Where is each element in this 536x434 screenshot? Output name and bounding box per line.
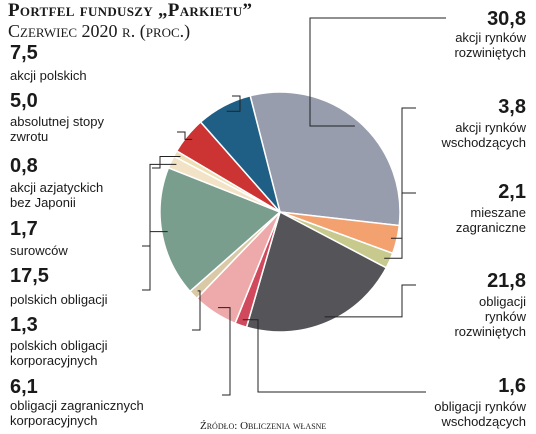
- slice-label-line: zwrotu: [10, 129, 49, 144]
- pie-slice-pl_bonds: [159, 166, 282, 293]
- slice-label-line: obligacji rynków: [434, 399, 526, 414]
- leader-line-commodities: [142, 163, 177, 247]
- leader-line-abs_return: [177, 131, 193, 140]
- slice-label-line: wschodzących: [441, 414, 526, 429]
- slice-label-line: polskich obligacji: [10, 338, 108, 353]
- slice-label-line: rozwiniętych: [454, 45, 526, 60]
- slice-label-line: wschodzących: [441, 135, 526, 150]
- slice-label-dev_bonds: obligacji rynków rozwiniętych: [454, 294, 526, 339]
- slice-label-line: akcji polskich: [10, 68, 87, 83]
- slice-label-dev_equity: akcji rynków rozwiniętych: [454, 30, 526, 60]
- leader-line-mixed: [384, 192, 416, 259]
- leader-line-pl_bonds: [142, 231, 168, 291]
- slice-label-foreign_corp: obligacji zagranicznych korporacyjnych: [10, 398, 144, 428]
- slice-value-commodities: 1,7: [10, 218, 38, 240]
- slice-label-line: rozwiniętych: [454, 324, 526, 339]
- slice-value-dev_bonds: 21,8: [487, 270, 526, 292]
- slice-label-line: bez Japonii: [10, 195, 76, 210]
- slice-label-asia: akcji azjatyckich bez Japonii: [10, 180, 103, 210]
- leader-lines: [142, 17, 446, 396]
- slice-label-line: absolutnej stopy: [10, 114, 104, 129]
- leader-line-em_bonds: [242, 319, 426, 393]
- leader-line-pl_corp: [192, 290, 201, 331]
- slice-value-asia: 0,8: [10, 155, 38, 177]
- slice-label-line: akcji rynków: [455, 30, 526, 45]
- slice-value-foreign_corp: 6,1: [10, 376, 38, 398]
- slice-value-em_equity: 3,8: [498, 96, 526, 118]
- slice-label-pl_corp: polskich obligacji korporacyjnych: [10, 338, 108, 368]
- chart-title: Portfel funduszy „Parkietu”: [8, 0, 253, 21]
- slice-label-em_bonds: obligacji rynków wschodzących: [434, 399, 526, 429]
- leader-line-dev_equity: [309, 17, 446, 127]
- slice-label-pl_equity: akcji polskich: [10, 68, 87, 83]
- leader-line-em_equity: [390, 107, 416, 239]
- slice-value-abs_return: 5,0: [10, 90, 38, 112]
- slice-label-pl_bonds: polskich obligacji: [10, 292, 108, 307]
- slice-value-mixed: 2,1: [498, 181, 526, 203]
- pie-slice-dev_equity: [249, 91, 401, 227]
- pie-slice-pl_equity: [199, 94, 281, 213]
- slice-value-dev_equity: 30,8: [487, 8, 526, 30]
- slice-label-line: zagraniczne: [455, 220, 526, 235]
- slice-label-line: rynków: [484, 309, 526, 324]
- slice-label-line: obligacji: [479, 294, 526, 309]
- slice-label-line: korporacyjnych: [10, 413, 98, 428]
- leader-line-pl_equity: [226, 95, 241, 112]
- slice-value-pl_equity: 7,5: [10, 42, 38, 64]
- slice-label-mixed: mieszane zagraniczne: [456, 205, 526, 235]
- slice-value-pl_bonds: 17,5: [10, 265, 49, 287]
- pie-slice-dev_bonds: [245, 210, 388, 333]
- slice-label-line: mieszane: [470, 205, 526, 220]
- slice-label-line: obligacji zagranicznych: [10, 398, 144, 413]
- chart-subtitle: Czerwiec 2020 r. (proc.): [8, 21, 191, 41]
- source-note: Źródło: Obliczenia własne: [200, 420, 327, 432]
- leader-line-asia: [152, 155, 181, 169]
- slice-value-em_bonds: 1,6: [498, 375, 526, 397]
- pie-slices: [159, 91, 401, 333]
- slice-label-line: akcji rynków: [455, 120, 526, 135]
- slice-label-commodities: surowców: [10, 243, 68, 258]
- slice-label-line: surowców: [10, 243, 68, 258]
- slice-label-line: korporacyjnych: [10, 353, 98, 368]
- leader-line-dev_bonds: [324, 284, 416, 318]
- leader-line-foreign_corp: [218, 307, 231, 396]
- slice-label-abs_return: absolutnej stopy zwrotu: [10, 114, 104, 144]
- slice-label-line: akcji azjatyckich: [10, 180, 104, 195]
- slice-label-em_equity: akcji rynków wschodzących: [441, 120, 526, 150]
- slice-value-pl_corp: 1,3: [10, 314, 38, 336]
- slice-label-line: polskich obligacji: [10, 292, 108, 307]
